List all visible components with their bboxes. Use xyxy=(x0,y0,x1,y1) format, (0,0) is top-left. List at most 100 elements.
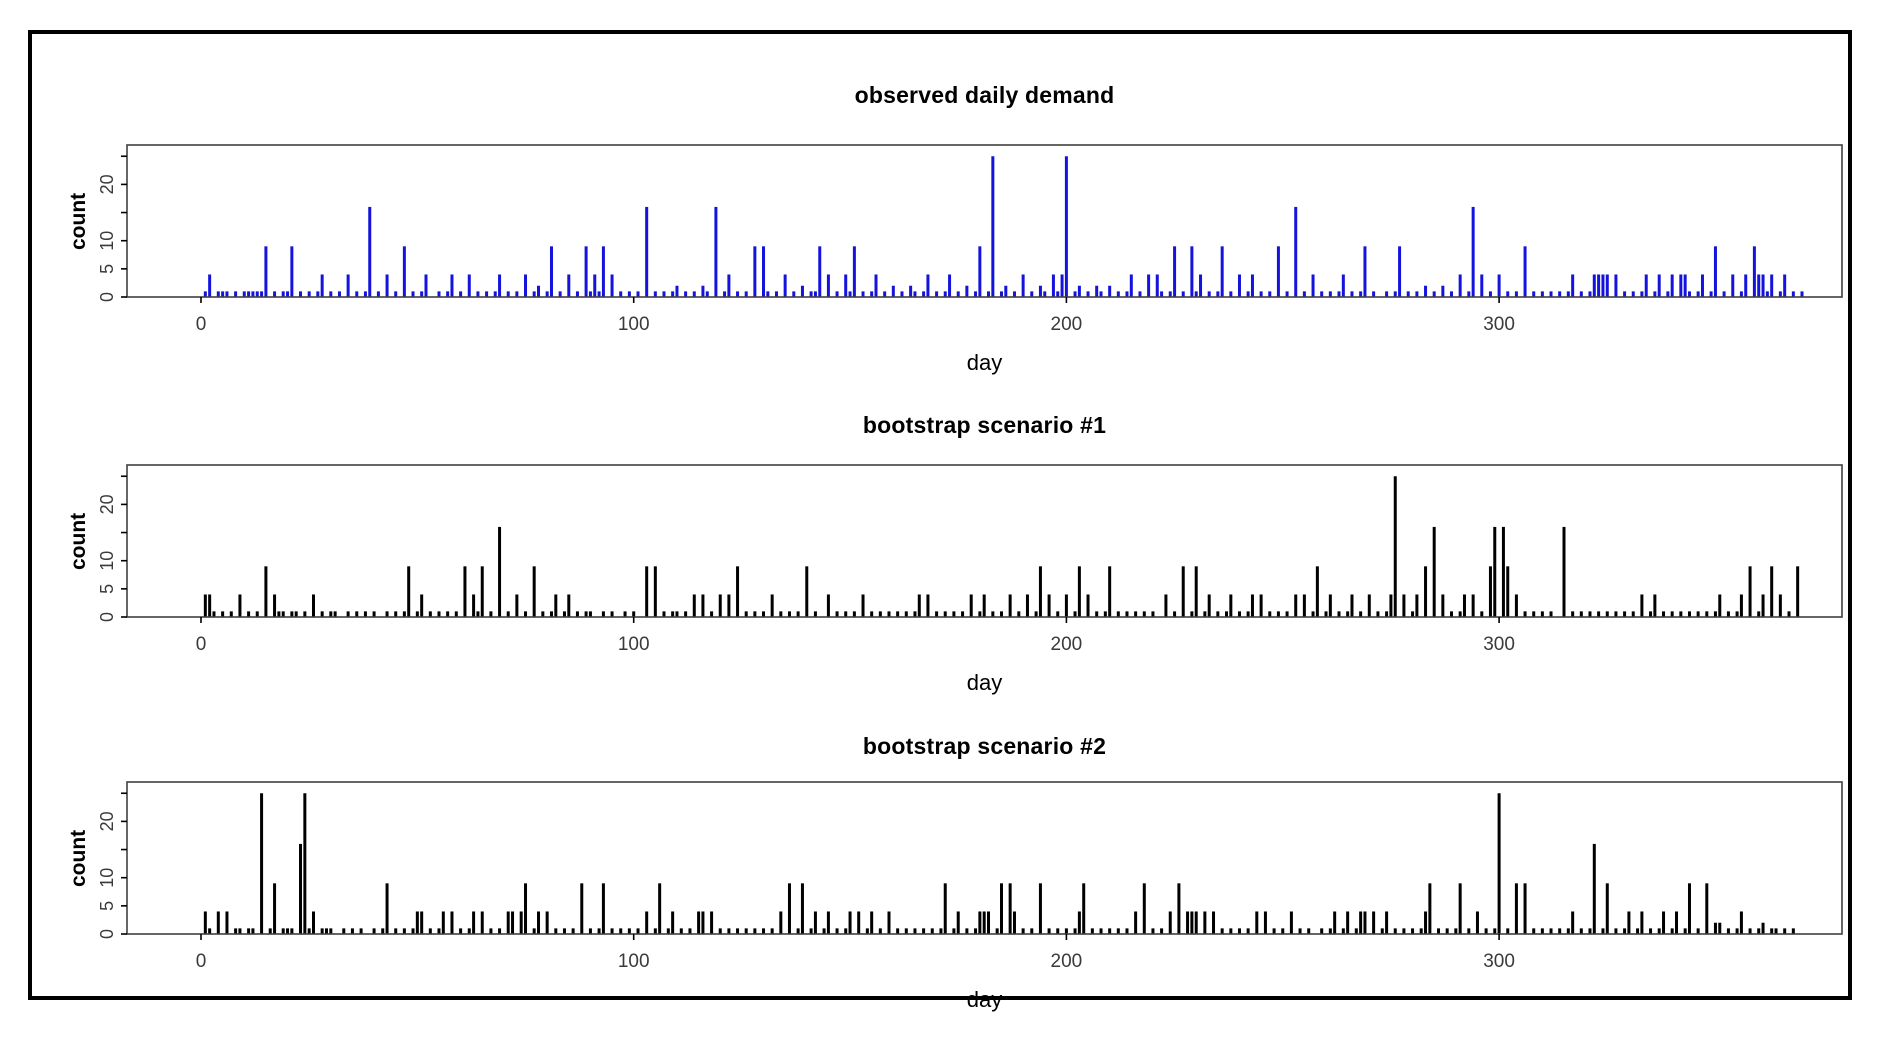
y-axis-label: count xyxy=(67,512,90,570)
bar-day-200 xyxy=(1064,594,1068,617)
bar-day-128 xyxy=(753,928,757,934)
bar-day-165 xyxy=(913,291,917,297)
bar-day-109 xyxy=(671,291,675,297)
bar-day-4 xyxy=(216,291,220,297)
x-tick-label: 300 xyxy=(1483,314,1515,335)
bar-day-89 xyxy=(584,246,588,297)
bar-day-216 xyxy=(1134,911,1138,934)
bar-day-26 xyxy=(312,594,315,617)
bar-day-236 xyxy=(1220,928,1224,934)
bar-day-221 xyxy=(1155,274,1159,297)
bar-day-142 xyxy=(813,911,817,934)
bar-day-99 xyxy=(627,291,631,297)
bar-day-64 xyxy=(476,611,480,617)
bar-day-25 xyxy=(307,928,311,934)
plot-border xyxy=(126,144,1843,298)
bar-day-218 xyxy=(1142,883,1146,934)
bar-day-194 xyxy=(1038,566,1042,617)
bar-day-17 xyxy=(273,594,277,617)
bar-day-291 xyxy=(1458,883,1462,934)
x-tick-label: 0 xyxy=(195,951,207,972)
bar-day-185 xyxy=(1000,883,1003,934)
bar-day-276 xyxy=(1393,476,1397,617)
bar-day-209 xyxy=(1103,611,1107,617)
bar-day-113 xyxy=(688,928,692,934)
bar-day-145 xyxy=(826,274,830,297)
bar-day-103 xyxy=(645,566,649,617)
bar-day-59 xyxy=(454,611,458,617)
bar-day-150 xyxy=(848,911,852,934)
bar-day-336 xyxy=(1653,594,1657,617)
bar-day-157 xyxy=(878,611,882,617)
bar-day-264 xyxy=(1341,928,1345,934)
bar-day-324 xyxy=(1601,274,1605,297)
bar-day-294 xyxy=(1471,594,1475,617)
bar-day-190 xyxy=(1021,274,1025,297)
figure-outer-border: observed daily demand count 0 5 10 20 0 100 2… xyxy=(28,30,1852,1012)
bar-day-145 xyxy=(826,594,830,617)
bar-day-77 xyxy=(532,928,536,934)
bar-day-240 xyxy=(1237,274,1241,297)
bar-day-147 xyxy=(835,291,839,297)
bar-day-340 xyxy=(1670,928,1674,934)
bar-day-202 xyxy=(1073,611,1077,617)
bar-day-230 xyxy=(1194,566,1198,617)
bar-day-351 xyxy=(1718,922,1722,934)
bar-day-281 xyxy=(1415,594,1419,617)
bar-day-289 xyxy=(1450,291,1453,297)
bar-day-143 xyxy=(818,246,822,297)
bar-day-274 xyxy=(1385,611,1389,617)
bar-day-8 xyxy=(234,291,238,297)
bar-day-1 xyxy=(203,911,207,934)
bar-day-277 xyxy=(1398,246,1402,297)
bar-day-116 xyxy=(701,285,705,297)
bar-day-120 xyxy=(718,928,722,934)
bar-day-136 xyxy=(787,883,791,934)
bar-day-187 xyxy=(1008,883,1012,934)
bar-day-226 xyxy=(1177,883,1181,934)
bar-day-278 xyxy=(1402,594,1406,617)
bar-day-45 xyxy=(394,928,398,934)
bar-day-243 xyxy=(1250,594,1254,617)
bar-day-212 xyxy=(1116,928,1120,934)
bar-day-53 xyxy=(428,928,432,934)
bar-day-14 xyxy=(260,291,264,297)
bar-day-306 xyxy=(1523,611,1527,617)
bar-day-235 xyxy=(1216,291,1220,297)
bar-day-56 xyxy=(441,911,445,934)
bar-day-322 xyxy=(1592,843,1596,934)
bar-day-245 xyxy=(1259,594,1263,617)
panel-bootstrap-scenario-1: bootstrap scenario #1 count 0 5 10 20 0 100 2… xyxy=(32,402,1891,722)
bar-day-162 xyxy=(900,291,904,297)
bar-day-164 xyxy=(909,285,913,297)
bar-day-20 xyxy=(286,291,290,297)
bar-day-47 xyxy=(402,928,406,934)
x-tick-label: 300 xyxy=(1483,951,1515,972)
bar-day-21 xyxy=(290,928,294,934)
bar-day-224 xyxy=(1168,291,1172,297)
bar-day-134 xyxy=(779,911,783,934)
y-tick-label: 0 xyxy=(97,292,117,302)
bar-day-181 xyxy=(982,594,986,617)
bar-day-142 xyxy=(813,611,817,617)
bar-day-30 xyxy=(329,611,333,617)
bar-day-361 xyxy=(1761,594,1765,617)
bar-day-208 xyxy=(1099,928,1103,934)
bar-day-342 xyxy=(1679,274,1683,297)
bar-day-352 xyxy=(1722,291,1726,297)
bar-day-219 xyxy=(1147,274,1151,297)
bar-day-304 xyxy=(1514,883,1518,934)
bar-day-360 xyxy=(1757,611,1761,617)
bar-day-344 xyxy=(1687,883,1691,934)
bar-day-342 xyxy=(1679,611,1683,617)
bar-day-229 xyxy=(1190,911,1194,934)
bar-day-45 xyxy=(394,291,398,297)
bar-day-230 xyxy=(1194,291,1198,297)
bar-day-172 xyxy=(943,611,947,617)
bar-day-109 xyxy=(671,911,675,934)
bar-day-261 xyxy=(1328,928,1332,934)
bar-day-283 xyxy=(1424,911,1428,934)
bar-day-21 xyxy=(290,611,294,617)
bar-day-13 xyxy=(255,291,259,297)
bar-day-110 xyxy=(675,285,679,297)
